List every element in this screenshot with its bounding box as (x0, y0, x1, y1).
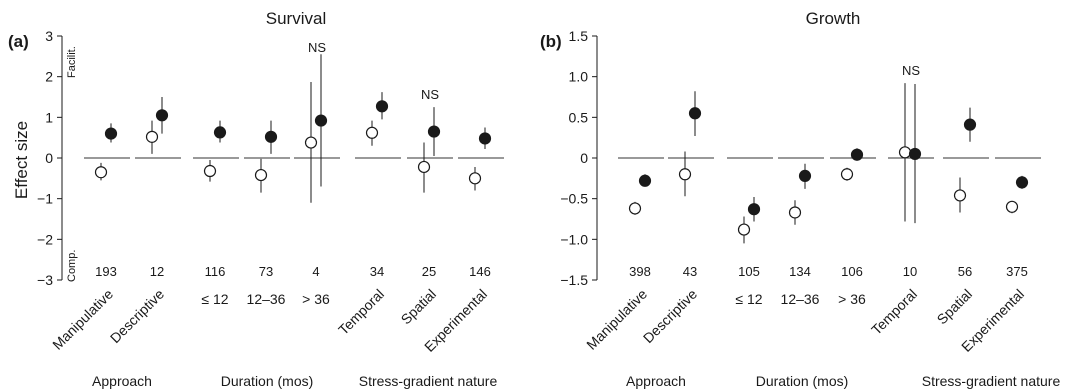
category-label: > 36 (302, 291, 330, 307)
chart-title: Survival (266, 9, 326, 28)
open-point (203, 164, 217, 178)
filled-point (478, 132, 492, 145)
y-tick-label: −3 (37, 272, 53, 288)
category-label: ≤ 12 (735, 291, 762, 307)
open-point (737, 223, 751, 236)
category-label: Manipulative (583, 286, 650, 353)
open-point (678, 168, 692, 181)
y-tick-label: −1.5 (560, 272, 588, 288)
group-label: Duration (mos) (756, 373, 849, 389)
sample-size-label: 375 (1006, 264, 1028, 279)
open-point (628, 202, 642, 215)
open-point (365, 126, 379, 139)
category-label: ≤ 12 (201, 291, 228, 307)
y-tick-label: −1.0 (560, 231, 588, 247)
category-label: Temporal (335, 286, 387, 338)
filled-point (963, 118, 977, 131)
y-tick-label: 0 (45, 150, 53, 166)
category-label: Temporal (868, 286, 920, 338)
ns-annotation: NS (421, 87, 439, 102)
sample-size-label: 10 (903, 264, 917, 279)
sample-size-label: 146 (469, 264, 491, 279)
chart-title: Growth (806, 9, 861, 28)
category-label: > 36 (838, 291, 866, 307)
filled-point (1015, 176, 1029, 189)
group-label: Duration (mos) (221, 373, 314, 389)
category-label: 12–36 (247, 291, 286, 307)
y-tick-label: 0 (580, 150, 588, 166)
filled-point (638, 174, 652, 187)
filled-point (213, 126, 227, 139)
y-axis-label: Effect size (12, 121, 31, 199)
group-label: Stress-gradient nature (359, 373, 498, 389)
competition-label: Comp. (66, 250, 78, 282)
category-label: 12–36 (781, 291, 820, 307)
y-tick-label: −0.5 (560, 191, 588, 207)
category-label: Descriptive (107, 286, 167, 346)
filled-point (688, 107, 702, 120)
filled-point (104, 127, 118, 140)
y-tick-label: 0.5 (569, 109, 589, 125)
sample-size-label: 106 (841, 264, 863, 279)
sample-size-label: 34 (370, 264, 384, 279)
category-label: Spatial (398, 286, 440, 328)
category-label: Descriptive (640, 286, 700, 346)
sample-size-label: 73 (259, 264, 273, 279)
sample-size-label: 12 (150, 264, 164, 279)
y-tick-label: −2 (37, 231, 53, 247)
sample-size-label: 4 (312, 264, 319, 279)
panel-tag: (b) (540, 32, 562, 51)
y-tick-label: 1.0 (569, 69, 589, 85)
y-tick-label: 2 (45, 69, 53, 85)
sample-size-label: 25 (422, 264, 436, 279)
open-point (94, 166, 108, 179)
y-tick-label: 1.5 (569, 28, 589, 44)
sample-size-label: 193 (95, 264, 117, 279)
filled-point (747, 203, 761, 216)
open-point (840, 168, 854, 181)
y-tick-label: 3 (45, 28, 53, 44)
sample-size-label: 43 (683, 264, 697, 279)
filled-point (264, 130, 278, 143)
open-point (1005, 200, 1019, 213)
facilitation-label: Facilit. (66, 46, 78, 78)
ns-annotation: NS (902, 63, 920, 78)
group-label: Approach (92, 373, 152, 389)
sample-size-label: 116 (205, 264, 226, 279)
open-point (898, 146, 912, 159)
filled-point (908, 147, 922, 161)
open-point (417, 160, 431, 174)
open-point (145, 130, 159, 143)
group-label: Stress-gradient nature (922, 373, 1061, 389)
open-point (468, 172, 482, 185)
sample-size-label: 134 (789, 264, 811, 279)
panel-tag: (a) (8, 32, 29, 51)
category-label: Spatial (934, 286, 976, 328)
filled-point (850, 148, 864, 161)
filled-point (798, 169, 812, 182)
filled-point (375, 100, 389, 113)
y-tick-label: −1 (37, 191, 53, 207)
ns-annotation: NS (308, 40, 326, 55)
sample-size-label: 105 (738, 264, 760, 279)
category-label: Manipulative (49, 286, 116, 353)
sample-size-label: 398 (629, 264, 651, 279)
group-label: Approach (626, 373, 686, 389)
filled-point (314, 114, 328, 127)
filled-point (155, 109, 169, 122)
open-point (304, 136, 318, 149)
filled-point (427, 125, 441, 138)
sample-size-label: 56 (958, 264, 972, 279)
open-point (788, 206, 802, 219)
y-tick-label: 1 (45, 109, 53, 125)
open-point (254, 168, 268, 182)
open-point (953, 189, 967, 202)
